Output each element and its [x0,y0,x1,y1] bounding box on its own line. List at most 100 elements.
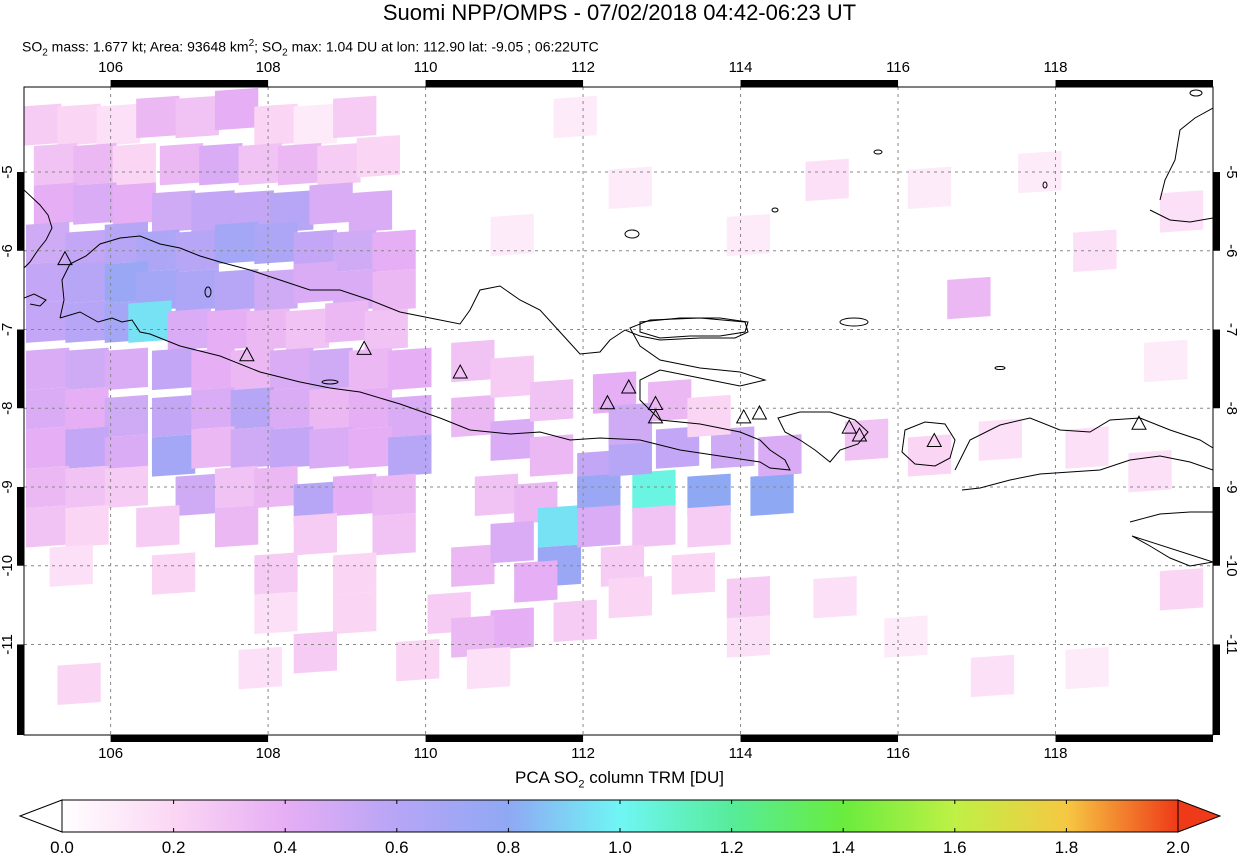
so2-cell [364,308,408,351]
coast-sumatra [24,189,53,269]
coast-island [624,229,640,239]
frame-ticks [17,80,1220,742]
colorbar-high-arrow [1177,799,1222,833]
map-subtitle: SO2 mass: 1.677 kt; Area: 93648 km2; SO2… [22,35,599,62]
frame-segment [1213,486,1220,566]
volcano-icon [57,250,73,266]
map-title: Suomi NPP/OMPS - 07/02/2018 04:42-06:23 … [382,0,857,25]
so2-cell [214,221,259,265]
so2-cell [333,473,377,517]
so2-cell [151,434,196,477]
so2-cell [490,418,534,461]
lon-tick-label: 110 [414,745,438,762]
so2-cell [57,103,101,146]
so2-cell [104,347,149,391]
coast-lombok [901,421,956,467]
so2-cell [175,229,219,272]
so2-cell [632,505,676,548]
so2-cell [474,473,519,517]
colorbar-title-sub: 2 [578,778,585,791]
so2-cell [388,394,432,438]
so2-cell [214,87,259,131]
so2-cell [270,426,314,469]
lon-tick-label: 108 [256,59,281,76]
so2-cell [726,576,771,619]
coastlines [24,89,1213,567]
coast-sumbawa [954,417,1213,471]
so2-cell [112,182,156,225]
so2-cell [96,103,141,146]
so2-cell [514,560,558,603]
so2-cell [490,213,534,257]
so2-cell [65,426,109,469]
subtitle-so2: SO [22,38,43,55]
so2-cell [317,142,361,186]
frame-segment [17,644,24,735]
so2-cell [73,142,117,186]
so2-cell [285,308,330,351]
so2-cell [490,355,534,398]
lat-tick-label: -11 [1223,634,1239,655]
frame-segment [1055,80,1213,87]
so2-cell [451,615,495,658]
so2-cell [151,347,196,391]
so2-cell [230,387,275,430]
so2-cell [175,95,219,139]
so2-cell [451,394,495,438]
so2-cell [104,394,149,438]
so2-cell [136,95,180,139]
so2-cell [1159,568,1204,611]
so2-cell [356,135,400,178]
lon-tick-label: 112 [571,59,595,76]
so2-cell [388,434,432,477]
colorbar-tick-label: 1.6 [943,838,967,855]
lon-tick-label: 114 [729,59,753,76]
frame-segment [425,80,584,87]
so2-cell [214,268,259,312]
colorbar-tick-label: 0.0 [50,838,74,855]
subtitle-max-prefix: ; SO [254,38,283,55]
so2-cell [65,465,109,509]
so2-cell [167,308,212,351]
lat-tick-label: -8 [1223,402,1239,415]
so2-cell [348,347,393,391]
so2-cell [451,339,495,383]
so2-cell [238,142,282,186]
so2-cell [25,261,70,304]
colorbar-low-arrow [18,799,63,833]
lon-tick-label: 116 [886,59,910,76]
so2-cell [151,552,196,595]
so2-cell [270,347,314,391]
coast-island [204,286,212,298]
colorbar-title-suffix: column TRM [DU] [584,768,724,787]
so2-cell [191,190,235,233]
lat-tick-label: -10 [0,555,16,577]
so2-cell [293,103,337,146]
so2-cell [372,473,416,517]
so2-cell [396,639,440,682]
volcano-icon [599,394,616,410]
so2-cell [65,387,109,430]
coast-sumba-south [1131,535,1213,567]
so2-cell [49,544,93,587]
so2-cell [238,646,282,690]
lat-tick-label: -7 [0,323,16,336]
so2-cell [348,387,393,430]
so2-cell [104,434,149,477]
so2-cell [711,426,755,469]
so2-cell [608,576,652,619]
lon-tick-label: 110 [414,59,438,76]
so2-cell [372,268,416,312]
lat-tick-label: -5 [0,165,16,178]
volcano-icon [647,408,664,424]
frame-segment [740,80,899,87]
so2-cell [1128,450,1172,493]
subtitle-max-sub: 2 [282,47,288,59]
volcano-icon [751,404,768,420]
so2-cell [175,268,219,312]
so2-cell [348,426,393,469]
so2-cell [372,229,416,272]
frame-segment [1055,735,1213,742]
volcano-icon [356,340,373,355]
lon-tick-label: 106 [98,59,123,76]
